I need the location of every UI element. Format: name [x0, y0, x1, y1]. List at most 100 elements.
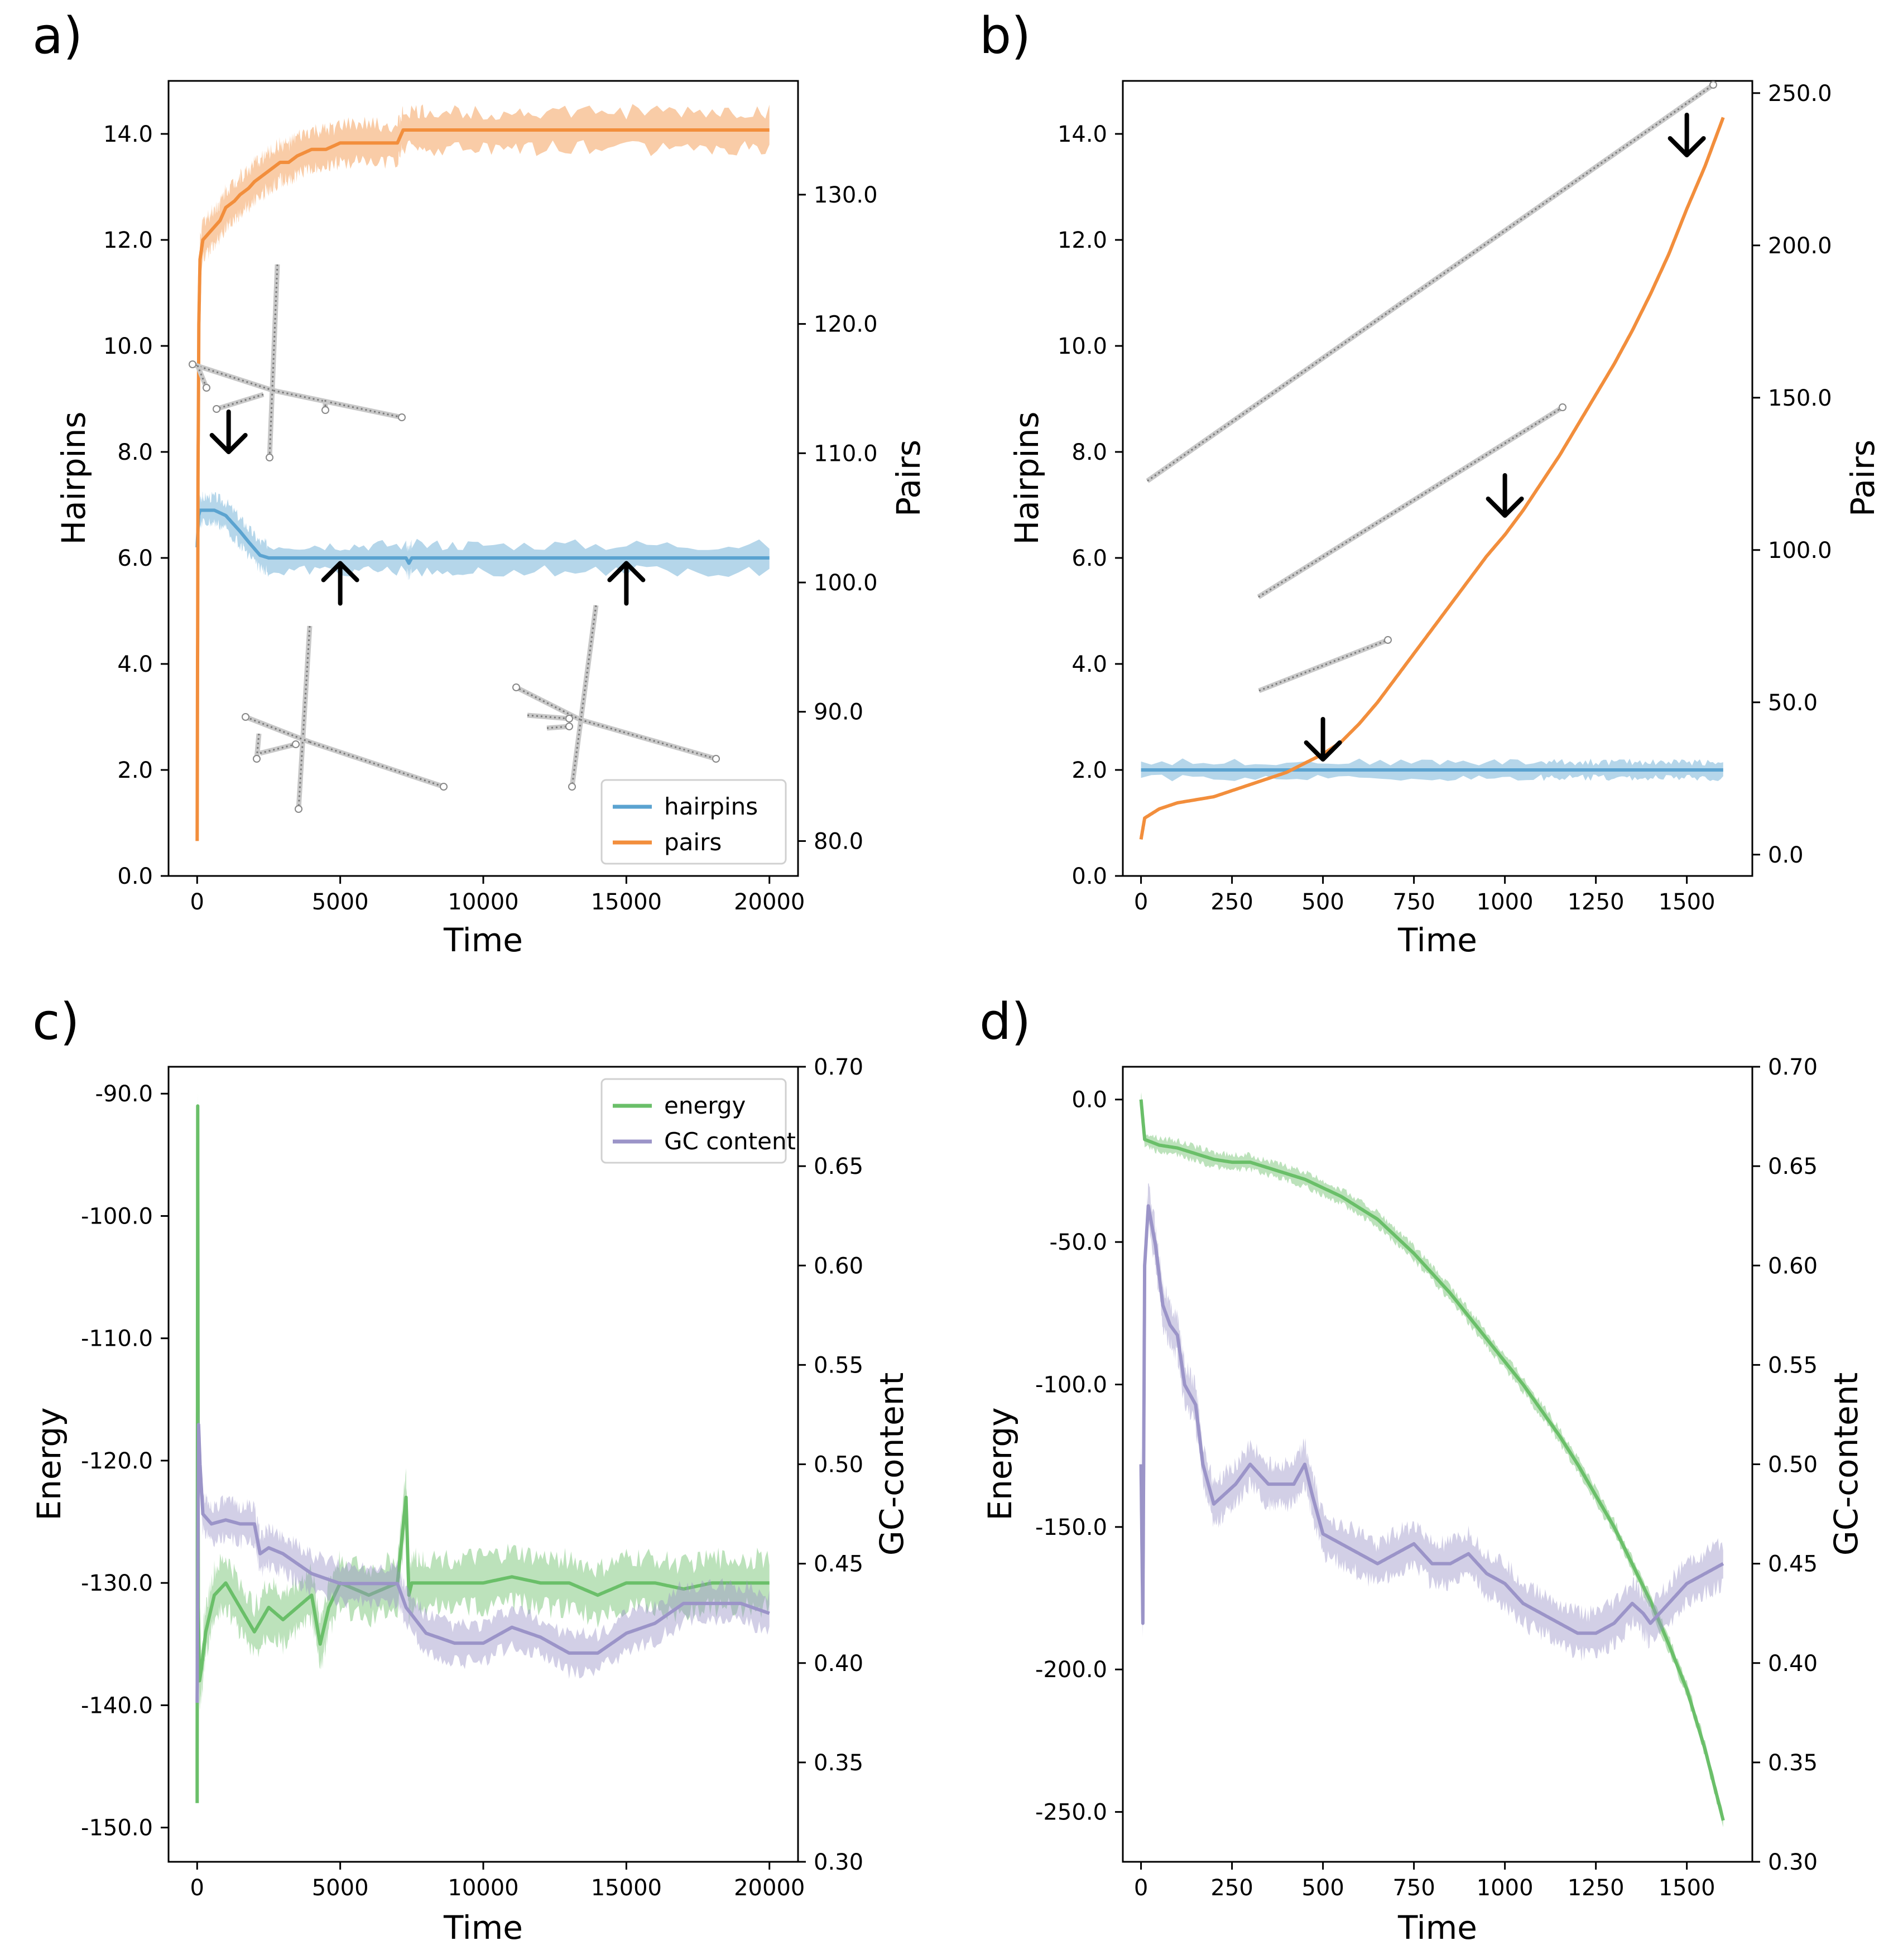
y2-tick-label: 250.0: [1768, 81, 1832, 107]
structure-layer: [189, 264, 720, 813]
x-tick-label: 15000: [591, 889, 662, 915]
legend: energy GC content: [600, 1078, 796, 1164]
structure-loop: [512, 683, 520, 691]
y2-tick-label: 150.0: [1768, 386, 1832, 411]
structure-backbone: [516, 686, 581, 721]
y2-tick-label: 80.0: [814, 829, 863, 854]
y2-tick-label: 0.50: [1768, 1452, 1818, 1478]
y-tick-label: 12.0: [103, 228, 153, 253]
structure-loop: [565, 723, 573, 730]
structure-backbone: [297, 625, 311, 810]
series-layer: [195, 104, 770, 851]
y2-axis-label: GC-content: [1827, 1373, 1865, 1556]
arrow-up-icon: [607, 561, 646, 606]
y-tick-label: -140.0: [81, 1693, 153, 1718]
y2-axis-label: GC-content: [873, 1373, 911, 1556]
y2-tick-label: 0.70: [1768, 1054, 1818, 1080]
x-tick-label: 1500: [1659, 889, 1715, 915]
y2-tick-label: 0.0: [1768, 842, 1804, 868]
legend-label: energy: [664, 1092, 746, 1119]
structure-loop: [292, 740, 300, 748]
legend: hairpins pairs: [600, 779, 787, 865]
y-tick-label: 10.0: [103, 334, 153, 359]
arrow-down-icon: [1667, 113, 1706, 157]
y-tick-label: -130.0: [81, 1571, 153, 1596]
arrow-down-icon: [1486, 473, 1524, 518]
series-line-pairs: [1139, 117, 1725, 840]
y-tick-label: -100.0: [1035, 1372, 1107, 1398]
series-line-gc-content: [195, 1423, 770, 1703]
structure-loop: [266, 454, 273, 461]
structure-stem: [244, 714, 311, 745]
series-line-hairpins: [195, 508, 770, 565]
structure-loop: [440, 783, 448, 791]
y2-tick-label: 110.0: [814, 441, 878, 466]
x-tick-label: 15000: [591, 1875, 662, 1901]
y2-tick-label: 0.50: [814, 1452, 863, 1478]
y-tick-label: -150.0: [81, 1815, 153, 1841]
y-tick-label: 4.0: [1071, 652, 1107, 677]
y-tick-label: 0.0: [1071, 864, 1107, 889]
structure-backbone: [192, 363, 274, 392]
x-tick-label: 0: [1134, 889, 1148, 915]
y2-tick-label: 100.0: [814, 570, 878, 596]
structure-backbone: [309, 741, 444, 788]
y2-tick-label: 0.70: [814, 1054, 863, 1080]
x-tick-label: 20000: [734, 889, 805, 915]
structure-layer: [1146, 81, 1717, 694]
x-tick-label: 1250: [1568, 1875, 1625, 1901]
y-tick-label: -120.0: [81, 1448, 153, 1474]
y-tick-label: -90.0: [95, 1081, 153, 1107]
annotation-layer: [1304, 113, 1706, 762]
y-tick-label: -250.0: [1035, 1800, 1107, 1826]
y-tick-label: 10.0: [1058, 334, 1107, 359]
structure-backbone: [580, 719, 717, 760]
y-tick-label: 2.0: [1071, 758, 1107, 783]
y2-tick-label: 0.55: [814, 1352, 863, 1378]
y2-tick-label: 100.0: [1768, 538, 1832, 564]
panel-c: c) 0 5000 10000 15000 20000 -150.0 -140.0 -130.…: [30, 993, 911, 1947]
panel-a: a) 0 5000 10000 15000 20000 0.0 2.0 4.0 6.0 8.0 10…: [32, 7, 928, 959]
tick-layer: 0 5000 10000 15000 20000 0.0 2.0 4.0 6.0 8.0 10.0 1…: [103, 122, 878, 915]
x-axis-label: Time: [443, 921, 523, 959]
y2-tick-label: 0.40: [814, 1651, 863, 1677]
x-tick-label: 500: [1301, 1875, 1344, 1901]
x-axis-label: Time: [1397, 921, 1477, 959]
y-tick-label: -200.0: [1035, 1657, 1107, 1683]
structure-backbone: [268, 264, 278, 458]
structure-backbone: [571, 605, 597, 787]
series-line-gc-content: [1139, 1204, 1724, 1635]
structure-loop: [1384, 636, 1392, 644]
panel-letter: b): [979, 7, 1031, 65]
structure-loop: [398, 413, 406, 421]
x-tick-label: 750: [1392, 889, 1435, 915]
plot-frame: [1122, 80, 1753, 877]
legend-label: GC content: [664, 1128, 796, 1155]
panel-b: b) 0 250 500 750 1000 1250 1500 0.0 2.0 4.0 6.0 8.0…: [979, 7, 1882, 959]
y2-axis-label: Pairs: [890, 440, 928, 517]
y2-axis-label: Pairs: [1844, 440, 1882, 517]
tick-layer: 0 250 500 750 1000 1250 1500 0.0 2.0 4.0 6.0 8.0 10.…: [1058, 81, 1832, 915]
structure-loop: [203, 384, 210, 392]
series-layer: [1139, 117, 1725, 840]
x-tick-label: 500: [1301, 889, 1344, 915]
y-tick-label: -50.0: [1050, 1230, 1108, 1255]
x-tick-label: 1250: [1568, 889, 1625, 915]
y-tick-label: 2.0: [117, 758, 153, 783]
y-axis-label: Energy: [30, 1407, 68, 1520]
structure-loop: [565, 715, 573, 723]
arrow-down-icon: [1304, 717, 1342, 762]
structure-backbone: [216, 393, 264, 410]
structure-loop: [295, 805, 302, 813]
structure-backbone: [1147, 84, 1714, 482]
y-axis-label: Hairpins: [55, 411, 93, 545]
structure-loop: [1709, 81, 1717, 89]
y2-tick-label: 90.0: [814, 700, 863, 725]
y2-tick-label: 200.0: [1768, 233, 1832, 259]
y2-tick-label: 0.60: [814, 1253, 863, 1279]
panel-letter: c): [32, 993, 80, 1051]
y2-tick-label: 0.30: [814, 1850, 863, 1875]
series-band-gc-content: [197, 1399, 770, 1727]
x-tick-label: 10000: [448, 889, 518, 915]
